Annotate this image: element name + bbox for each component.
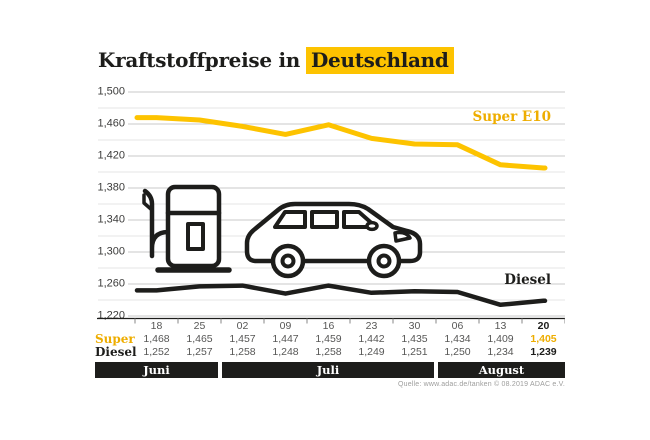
fuel-pump-icon xyxy=(142,184,232,273)
value-cell-diesel: 1,257 xyxy=(186,346,213,358)
value-cell-super: 1,409 xyxy=(487,333,514,345)
value-cell-super: 1,465 xyxy=(186,333,213,345)
y-axis-label: 1,420 xyxy=(97,150,125,162)
y-axis-label: 1,260 xyxy=(97,278,125,290)
line-diesel xyxy=(134,283,548,308)
date-cell: 16 xyxy=(322,320,335,332)
price-table: 18 25 02 09 16 23 30 06 13 20 Super 1,468 1,465 1,457… xyxy=(95,320,565,359)
value-cell-super: 1,457 xyxy=(229,333,256,345)
line-super-e10 xyxy=(134,115,548,171)
date-cell: 06 xyxy=(451,320,464,332)
value-cell-super: 1,442 xyxy=(358,333,385,345)
value-cell-super: 1,434 xyxy=(444,333,471,345)
date-cell: 13 xyxy=(494,320,507,332)
date-cell: 09 xyxy=(279,320,292,332)
value-cell-super: 1,468 xyxy=(143,333,170,345)
y-axis-label: 1,380 xyxy=(97,182,125,194)
value-cell-diesel: 1,252 xyxy=(143,346,170,358)
value-cell-diesel: 1,239 xyxy=(530,346,557,358)
date-cell: 02 xyxy=(236,320,249,332)
car-icon xyxy=(244,201,423,279)
row-label-super: Super xyxy=(95,332,135,346)
month-segment-juni: Juni xyxy=(95,362,218,378)
month-bar: Juni Juli August xyxy=(95,362,565,378)
date-cell: 18 xyxy=(150,320,163,332)
series-label-diesel: Diesel xyxy=(504,272,551,288)
title-highlight: Deutschland xyxy=(306,47,454,74)
value-cell-diesel: 1,234 xyxy=(487,346,514,358)
value-cell-diesel: 1,258 xyxy=(229,346,256,358)
month-segment-august: August xyxy=(438,362,565,378)
y-axis-label: 1,460 xyxy=(97,118,125,130)
page-title: Kraftstoffpreise in Deutschland xyxy=(98,47,454,74)
value-cell-diesel: 1,251 xyxy=(401,346,428,358)
value-cell-super: 1,459 xyxy=(315,333,342,345)
value-cell-diesel: 1,258 xyxy=(315,346,342,358)
y-axis-label: 1,500 xyxy=(97,86,125,98)
price-chart: 1,5001,4601,4201,3801,3401,3001,2601,220… xyxy=(97,86,565,324)
date-cell: 25 xyxy=(193,320,206,332)
value-cell-diesel: 1,249 xyxy=(358,346,385,358)
row-label-diesel: Diesel xyxy=(95,345,137,359)
month-segment-juli: Juli xyxy=(222,362,434,378)
date-cell: 23 xyxy=(365,320,378,332)
title-text: Kraftstoffpreise in xyxy=(98,48,300,72)
value-cell-diesel: 1,250 xyxy=(444,346,471,358)
value-cell-super: 1,405 xyxy=(530,333,557,345)
value-cell-super: 1,435 xyxy=(401,333,428,345)
series-label-super-e10: Super E10 xyxy=(473,109,551,125)
source-note: Quelle: www.adac.de/tanken © 08.2019 ADA… xyxy=(397,381,565,388)
y-axis-label: 1,340 xyxy=(97,214,125,226)
y-axis-label: 1,300 xyxy=(97,246,125,258)
date-cell: 20 xyxy=(537,320,550,332)
value-cell-diesel: 1,248 xyxy=(272,346,299,358)
date-cell: 30 xyxy=(408,320,421,332)
value-cell-super: 1,447 xyxy=(272,333,299,345)
